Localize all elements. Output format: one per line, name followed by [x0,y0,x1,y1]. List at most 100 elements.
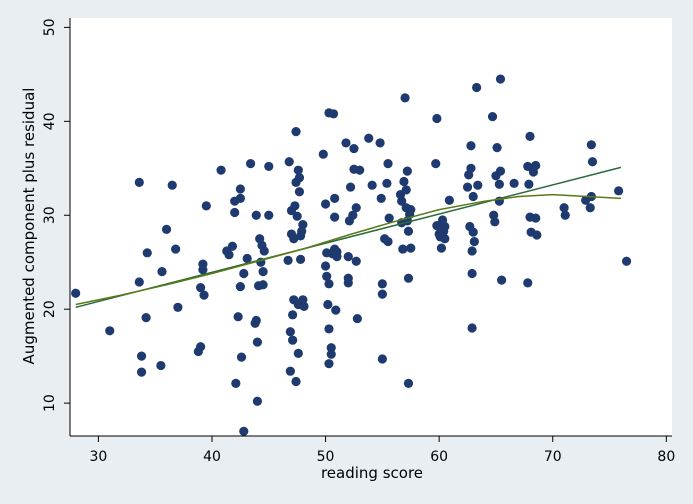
y-tick-label: 30 [42,206,58,224]
data-point [351,203,361,213]
data-point [294,187,305,197]
data-point [285,327,295,337]
data-point [400,93,410,103]
data-point [585,203,595,213]
data-point [367,180,377,190]
data-point [298,220,308,230]
x-tick-label: 70 [544,449,562,465]
data-point [324,279,334,289]
data-point [403,226,414,236]
data-point [224,250,234,260]
data-point [436,243,447,253]
data-point [290,201,300,211]
data-point [466,141,476,151]
linear-fit-line [75,166,622,309]
data-point [288,335,298,345]
x-axis: 30 40 50 60 70 80 [70,435,675,465]
y-tick-label: 10 [42,394,58,412]
data-point [377,354,387,364]
data-point [341,138,351,148]
data-point [509,178,519,188]
data-point [377,279,387,289]
data-point [467,323,477,333]
data-point [330,193,340,203]
data-point [330,212,340,222]
data-point [495,166,506,176]
data-point [364,133,374,143]
data-point [326,343,336,353]
data-point [264,210,274,220]
data-point [492,143,502,153]
data-point [299,301,309,311]
data-point [251,315,261,326]
x-tick-label: 30 [89,449,107,465]
data-point [440,234,450,244]
data-point [324,359,334,369]
data-point [523,278,533,288]
data-point [467,268,477,279]
data-point [171,244,181,254]
data-point [71,288,81,298]
lowess-line [75,193,621,306]
data-point [239,268,249,279]
data-point [157,267,167,277]
data-point [258,267,268,277]
data-point [105,326,115,336]
data-point [293,348,303,358]
data-point [351,256,361,266]
data-point [332,247,342,257]
data-point [560,210,570,220]
data-point [473,180,483,190]
data-point [403,273,414,283]
data-point [294,173,305,183]
data-point [468,191,478,202]
data-point [462,182,473,192]
data-point [397,196,407,206]
plot-area [70,18,672,436]
data-point [231,378,241,388]
y-tick-label: 50 [42,18,58,36]
data-point [348,210,358,220]
data-point [382,178,392,188]
data-point [614,186,624,196]
y-tick-label: 40 [42,112,58,130]
data-point [326,349,336,359]
data-point [251,210,261,220]
data-point [586,140,596,150]
data-point [401,185,411,195]
data-point [432,220,442,231]
data-point [494,179,504,189]
data-point [236,352,247,362]
y-tick-label: 20 [42,300,58,318]
data-point [444,195,454,205]
data-point [259,246,269,256]
data-point [398,244,408,254]
x-axis-label: reading score [321,464,423,482]
data-point [531,160,541,171]
data-point [199,290,209,300]
data-point [136,367,147,377]
data-lines [75,166,622,309]
data-point [292,211,302,221]
data-point [235,193,245,203]
data-point [264,161,274,172]
x-tick-label: 40 [203,449,221,465]
data-point [156,360,166,371]
data-point [318,149,328,159]
data-point [239,426,249,436]
data-point [402,166,412,176]
data-point [621,256,632,266]
data-point [587,157,598,167]
data-point [377,289,387,299]
data-point [233,312,243,322]
data-point [383,236,393,247]
data-point [252,396,263,406]
data-points [71,74,632,436]
data-point [343,251,353,262]
data-point [258,280,268,290]
data-point [383,158,393,169]
data-point [375,138,385,148]
data-point [328,109,339,119]
data-point [242,253,252,264]
x-tick-label: 60 [430,449,448,465]
